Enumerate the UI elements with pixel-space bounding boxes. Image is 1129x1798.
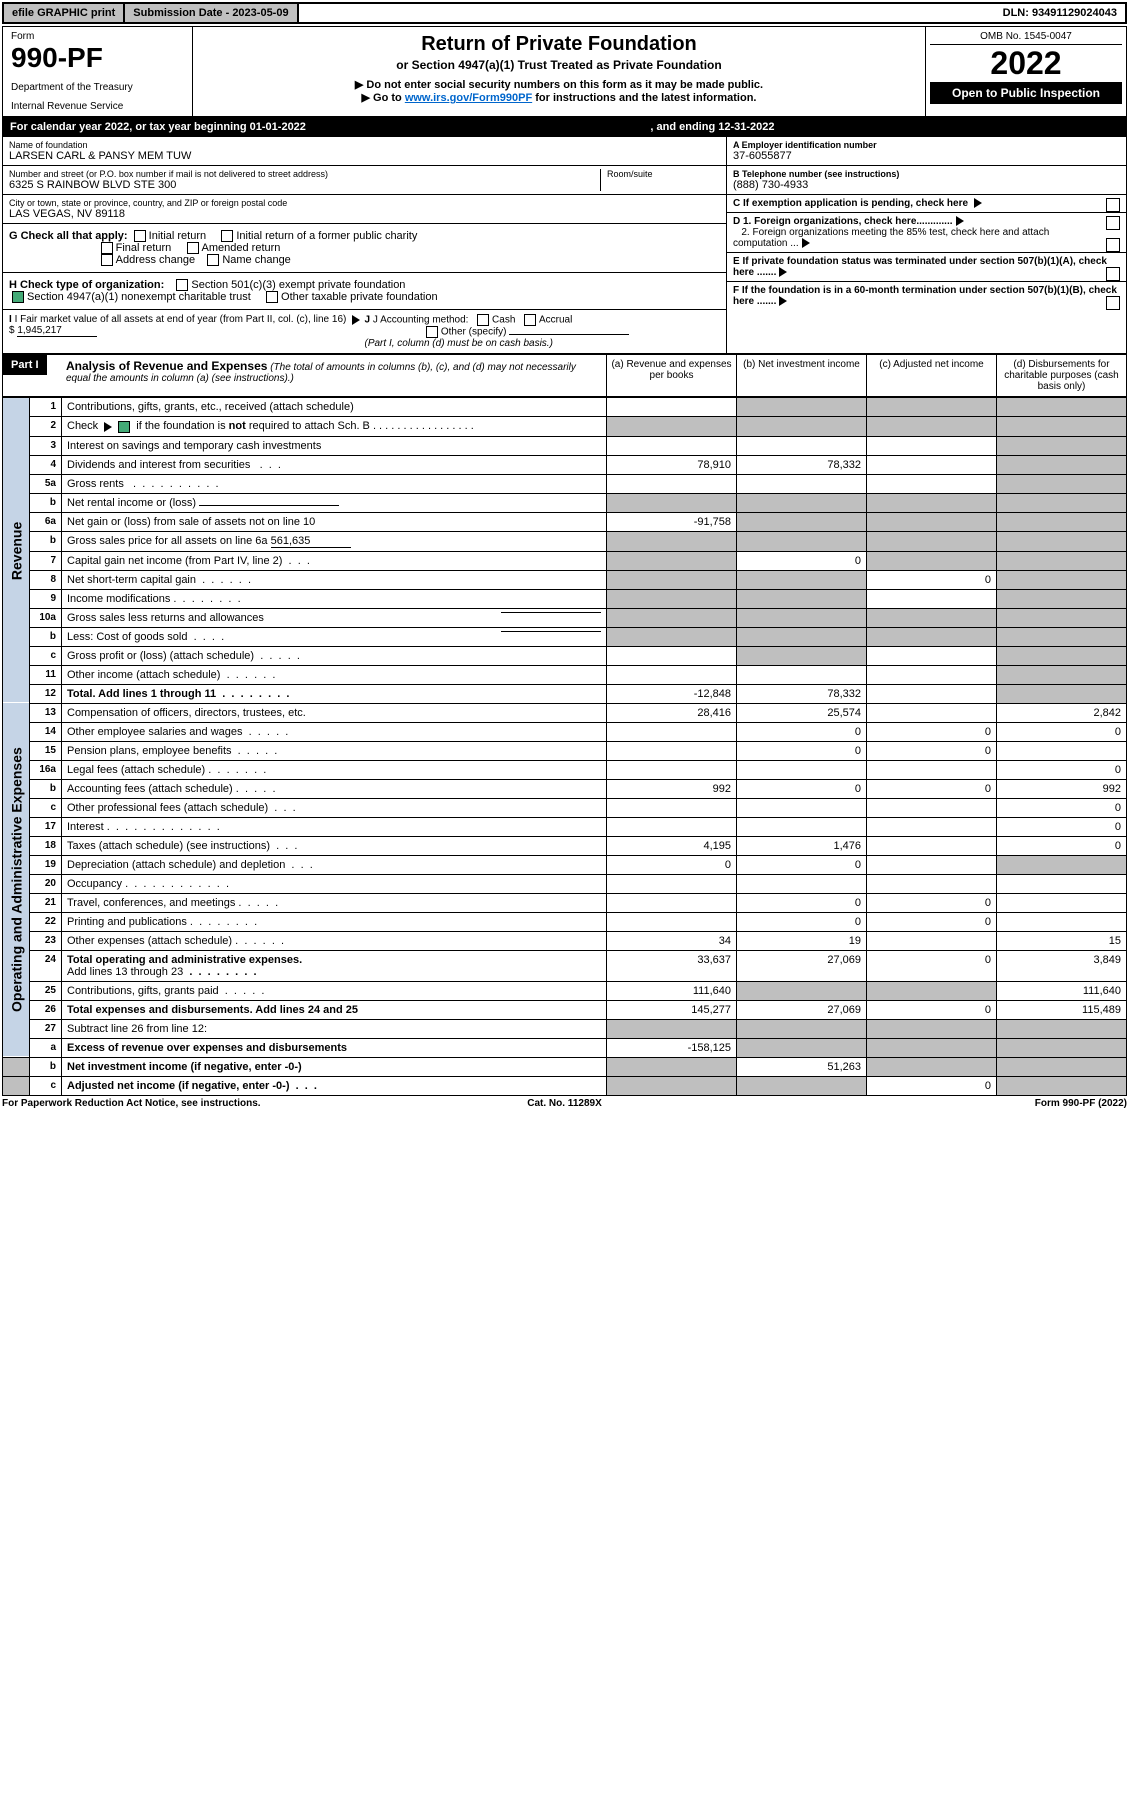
goto-notice: ▶ Go to www.irs.gov/Form990PF for instru…	[199, 91, 919, 104]
dln: DLN: 93491129024043	[995, 4, 1125, 22]
irs-label: Internal Revenue Service	[11, 101, 184, 112]
d1-checkbox[interactable]	[1106, 216, 1120, 230]
form-subtitle: or Section 4947(a)(1) Trust Treated as P…	[199, 58, 919, 72]
cal-begin: For calendar year 2022, or tax year begi…	[10, 121, 306, 133]
efile-label[interactable]: efile GRAPHIC print	[4, 4, 125, 22]
final-return-checkbox[interactable]	[101, 242, 113, 254]
c-exemption-cell: C If exemption application is pending, c…	[727, 195, 1126, 213]
d2-checkbox[interactable]	[1106, 238, 1120, 252]
f-checkbox[interactable]	[1106, 296, 1120, 310]
d-foreign-cell: D 1. Foreign organizations, check here..…	[727, 213, 1126, 253]
amended-return-checkbox[interactable]	[187, 242, 199, 254]
header-right: OMB No. 1545-0047 2022 Open to Public In…	[926, 27, 1126, 116]
i-fmv: I I Fair market value of all assets at e…	[9, 314, 365, 349]
j-accounting: J J Accounting method: Cash Accrual Othe…	[365, 314, 721, 349]
f-60month-cell: F If the foundation is in a 60-month ter…	[727, 282, 1126, 310]
city-cell: City or town, state or province, country…	[3, 195, 726, 224]
form-label: Form	[11, 31, 184, 42]
top-bar: efile GRAPHIC print Submission Date - 20…	[2, 2, 1127, 24]
revenue-side: Revenue	[3, 398, 30, 703]
col-b-head: (b) Net investment income	[736, 355, 866, 396]
g-check-row: G Check all that apply: Initial return I…	[3, 224, 726, 273]
part1-header: Part I Analysis of Revenue and Expenses …	[2, 354, 1127, 397]
expenses-side: Operating and Administrative Expenses	[3, 703, 30, 1057]
schb-checkbox[interactable]	[118, 421, 130, 433]
info-right: A Employer identification number 37-6055…	[727, 137, 1127, 354]
cash-checkbox[interactable]	[477, 314, 489, 326]
spacer	[299, 4, 995, 22]
h-check-row: H Check type of organization: Section 50…	[3, 273, 726, 310]
irs-link[interactable]: www.irs.gov/Form990PF	[405, 92, 532, 104]
501c3-checkbox[interactable]	[176, 279, 188, 291]
dept-treasury: Department of the Treasury	[11, 82, 184, 93]
4947-checkbox[interactable]	[12, 291, 24, 303]
e-checkbox[interactable]	[1106, 267, 1120, 281]
other-taxable-checkbox[interactable]	[266, 291, 278, 303]
paperwork-notice: For Paperwork Reduction Act Notice, see …	[2, 1098, 377, 1109]
ein-cell: A Employer identification number 37-6055…	[727, 137, 1126, 166]
col-c-head: (c) Adjusted net income	[866, 355, 996, 396]
form-title: Return of Private Foundation	[199, 33, 919, 56]
info-left: Name of foundation LARSEN CARL & PANSY M…	[2, 137, 727, 354]
info-block: Name of foundation LARSEN CARL & PANSY M…	[2, 137, 1127, 354]
part1-label: Part I	[3, 355, 47, 375]
omb-number: OMB No. 1545-0047	[930, 31, 1122, 45]
form-ref: Form 990-PF (2022)	[752, 1098, 1127, 1109]
col-d-head: (d) Disbursements for charitable purpose…	[996, 355, 1126, 396]
c-checkbox[interactable]	[1106, 198, 1120, 212]
submission-date: Submission Date - 2023-05-09	[125, 4, 298, 22]
main-table: Revenue 1Contributions, gifts, grants, e…	[2, 397, 1127, 1095]
arrow-icon	[352, 315, 360, 325]
calendar-row: For calendar year 2022, or tax year begi…	[2, 117, 1127, 137]
part1-title-cell: Analysis of Revenue and Expenses (The to…	[58, 355, 606, 396]
footer: For Paperwork Reduction Act Notice, see …	[2, 1098, 1127, 1109]
header-left: Form 990-PF Department of the Treasury I…	[3, 27, 193, 116]
form-number: 990-PF	[11, 42, 184, 74]
ssn-notice: ▶ Do not enter social security numbers o…	[199, 78, 919, 91]
form-header: Form 990-PF Department of the Treasury I…	[2, 26, 1127, 117]
open-public: Open to Public Inspection	[930, 82, 1122, 104]
phone-cell: B Telephone number (see instructions) (8…	[727, 166, 1126, 195]
i-j-row: I I Fair market value of all assets at e…	[3, 310, 726, 353]
accrual-checkbox[interactable]	[524, 314, 536, 326]
col-a-head: (a) Revenue and expenses per books	[606, 355, 736, 396]
tax-year: 2022	[930, 45, 1122, 82]
initial-former-checkbox[interactable]	[221, 230, 233, 242]
header-center: Return of Private Foundation or Section …	[193, 27, 926, 116]
arrow-icon	[974, 198, 982, 208]
cat-no: Cat. No. 11289X	[377, 1098, 752, 1109]
initial-return-checkbox[interactable]	[134, 230, 146, 242]
other-specify-checkbox[interactable]	[426, 326, 438, 338]
name-change-checkbox[interactable]	[207, 254, 219, 266]
address-change-checkbox[interactable]	[101, 254, 113, 266]
cal-end: , and ending 12-31-2022	[650, 121, 774, 133]
foundation-name-cell: Name of foundation LARSEN CARL & PANSY M…	[3, 137, 726, 166]
e-terminated-cell: E If private foundation status was termi…	[727, 253, 1126, 282]
address-cell: Number and street (or P.O. box number if…	[3, 166, 726, 195]
